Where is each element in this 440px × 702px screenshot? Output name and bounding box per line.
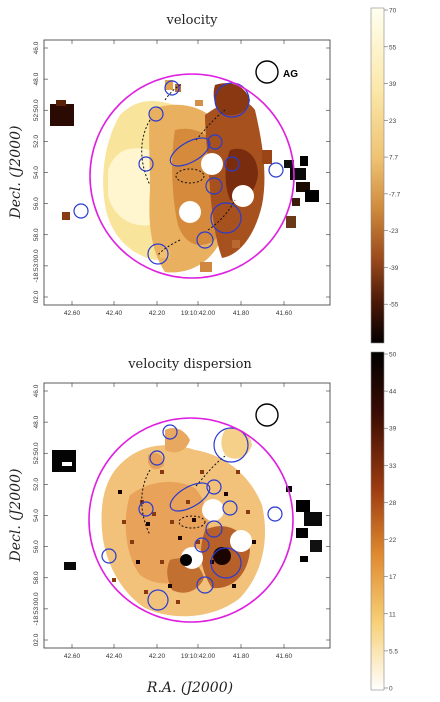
- colorbar-tick-label: -23: [389, 228, 399, 235]
- panel1-big-aperture: [89, 73, 295, 279]
- x-tick-label: 42.20: [149, 653, 166, 660]
- colorbar-tick-label: 44: [389, 389, 397, 396]
- panel2-colorbar: [370, 351, 385, 691]
- x-tick-label: 19:10:42.00: [181, 310, 216, 317]
- colorbar-tick-label: 39: [389, 81, 397, 88]
- y-tick-label: 54.0: [33, 509, 40, 522]
- colorbar-tick-label: 23: [389, 118, 397, 125]
- y-tick-label: 48.0: [33, 415, 40, 428]
- panel1-colorbar-ticks: 70 55 39 23 7.7 -7.7 -23 -39 -55: [384, 8, 401, 309]
- panel2-dispersion-map: [52, 417, 322, 623]
- panel1-ylabel: Decl. (J2000): [8, 126, 24, 220]
- panel2-ylabel: Decl. (J2000): [8, 469, 24, 563]
- x-tick-label: 42.60: [64, 310, 81, 317]
- colorbar-tick-label: 28: [389, 500, 397, 507]
- y-tick-label: 48.0: [33, 72, 40, 85]
- x-tick-label: 42.20: [149, 310, 166, 317]
- y-tick-label: 56.0: [33, 540, 40, 553]
- y-tick-label: 46.0: [33, 384, 40, 397]
- colorbar-tick-label: 5.5: [389, 648, 398, 655]
- y-tick-label: 02.0: [33, 290, 40, 303]
- x-tick-label: 42.40: [106, 310, 123, 317]
- colorbar-tick-label: -55: [389, 302, 399, 309]
- x-tick-label: 41.80: [233, 310, 250, 317]
- colorbar-tick-label: 17: [389, 574, 397, 581]
- panel2-colorbar-ticks: 50 44 39 33 28 22 17 11 5.5 0: [384, 352, 398, 693]
- panel2-x-ticks: 42.60 42.40 42.20 19:10:42.00 41.80 41.60: [64, 383, 293, 660]
- x-tick-label: 41.60: [276, 653, 293, 660]
- x-tick-label: 41.80: [233, 653, 250, 660]
- panel1-title: velocity: [165, 13, 218, 28]
- y-tick-label: 02.0: [33, 633, 40, 646]
- y-tick-label: 58.0: [33, 571, 40, 584]
- panel2-xlabel: R.A. (J2000): [146, 680, 233, 696]
- panel2-ag-marker-circle: [255, 403, 279, 427]
- x-tick-label: 42.60: [64, 653, 81, 660]
- y-tick-label: 52:50.0: [33, 442, 40, 464]
- x-tick-label: 42.40: [106, 653, 123, 660]
- colorbar-tick-label: 55: [389, 44, 397, 51]
- colorbar-tick-label: 7.7: [389, 155, 398, 162]
- colorbar-tick-label: 11: [389, 611, 396, 618]
- panel1-colorbar: [370, 7, 385, 344]
- colorbar-tick-label: -7.7: [389, 191, 401, 198]
- panel2-title: velocity dispersion: [127, 357, 252, 372]
- y-tick-label: 46.0: [33, 41, 40, 54]
- panel1-ag-marker-circle: [255, 60, 279, 84]
- y-tick-label: -18:53:00.0: [33, 249, 40, 282]
- colorbar-tick-label: 70: [389, 8, 397, 15]
- colorbar-tick-label: 50: [389, 352, 397, 359]
- y-tick-label: 52.0: [33, 135, 40, 148]
- colorbar-tick-label: -39: [389, 265, 399, 272]
- panel2-big-aperture: [88, 417, 294, 623]
- y-tick-label: -18:53:00.0: [33, 592, 40, 625]
- y-tick-label: 54.0: [33, 166, 40, 179]
- panel1-velocity-map: [50, 73, 319, 279]
- y-tick-label: 56.0: [33, 197, 40, 210]
- colorbar-tick-label: 22: [389, 537, 397, 544]
- y-tick-label: 58.0: [33, 228, 40, 241]
- panel1-y-ticks: 46.0 48.0 52:50.0 52.0 54.0 56.0 58.0 -18:53:00…: [33, 41, 330, 303]
- panel1-ag-label: AG: [283, 69, 298, 80]
- panel2-y-ticks: 46.0 48.0 52:50.0 52.0 54.0 56.0 58.0 -18:53:00…: [33, 384, 330, 646]
- x-tick-label: 19:10:42.00: [181, 653, 216, 660]
- colorbar-tick-label: 39: [389, 426, 397, 433]
- colorbar-tick-label: 0: [389, 686, 393, 693]
- y-tick-label: 52.0: [33, 478, 40, 491]
- x-tick-label: 41.60: [276, 310, 293, 317]
- panel1-x-ticks: 42.60 42.40 42.20 19:10:42.00 41.80 41.60: [64, 40, 293, 317]
- y-tick-label: 52:50.0: [33, 99, 40, 121]
- colorbar-tick-label: 33: [389, 463, 397, 470]
